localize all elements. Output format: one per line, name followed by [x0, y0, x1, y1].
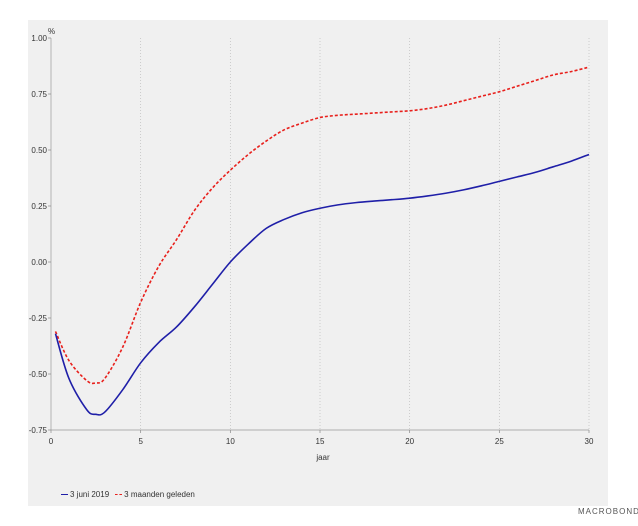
y-tick-label: -0.75 [29, 426, 48, 435]
x-tick-label: 5 [138, 437, 143, 446]
x-tick-label: 15 [316, 437, 325, 446]
brand-logo: MACROBOND [578, 507, 638, 516]
x-tick-label: 10 [226, 437, 235, 446]
line-chart: 0 5 10 15 20 25 30 1.00 0.75 0.50 0.25 0.00 -0.25 -0.… [29, 27, 594, 462]
legend-swatch [61, 494, 68, 495]
y-tick-label: -0.25 [29, 314, 48, 323]
legend-item: 3 juni 2019 [61, 490, 109, 499]
x-tick-label: 30 [585, 437, 594, 446]
x-tick-label: 20 [405, 437, 414, 446]
series-line-june-3-2019 [54, 153, 590, 416]
y-tick-label: 0.00 [31, 258, 47, 267]
legend: 3 juni 2019 3 maanden geleden [61, 490, 195, 499]
x-axis-label: jaar [315, 453, 330, 462]
x-tick-label: 0 [49, 437, 54, 446]
legend-label: 3 maanden geleden [124, 490, 195, 499]
legend-item: 3 maanden geleden [115, 490, 195, 499]
y-tick-label: 0.75 [31, 90, 47, 99]
legend-label: 3 juni 2019 [70, 490, 110, 499]
series-line-three-months-ago [54, 66, 590, 385]
legend-swatch [115, 494, 123, 495]
y-axis-label: % [48, 27, 55, 36]
y-tick-label: 1.00 [31, 34, 47, 43]
y-tick-label: -0.50 [29, 370, 48, 379]
chart-frame: 0 5 10 15 20 25 30 1.00 0.75 0.50 0.25 0.00 -0.25 -0.… [28, 20, 638, 516]
y-tick-label: 0.50 [31, 146, 47, 155]
y-tick-label: 0.25 [31, 202, 47, 211]
x-tick-label: 25 [495, 437, 504, 446]
